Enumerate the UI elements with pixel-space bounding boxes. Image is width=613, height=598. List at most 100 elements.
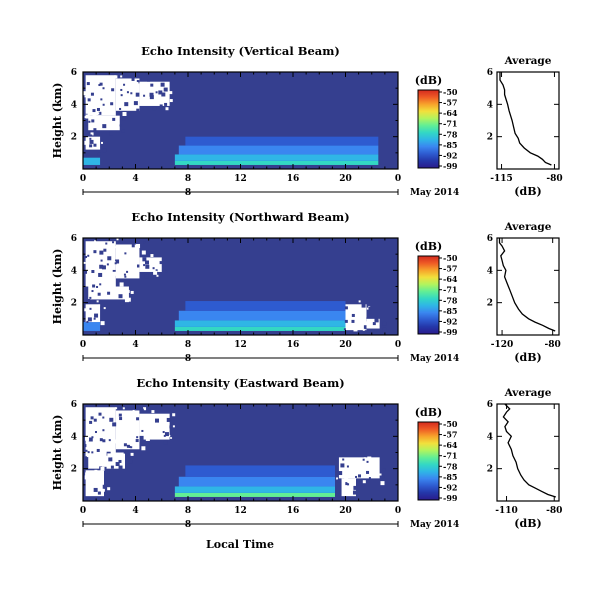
y-tick-label: 4 xyxy=(71,266,77,276)
colorbar-label: -85 xyxy=(443,140,457,150)
date-label: May 2014 xyxy=(410,520,459,530)
colorbar-label: -57 xyxy=(443,430,457,440)
y-tick-label: 6 xyxy=(71,68,77,78)
x-tick-label: 16 xyxy=(287,506,300,516)
echo-layer-2 xyxy=(174,320,346,327)
avg-y-tick-label: 2 xyxy=(487,465,493,475)
date-label: May 2014 xyxy=(410,188,459,198)
avg-y-tick-label: 2 xyxy=(487,299,493,309)
average-xlabel: (dB) xyxy=(514,351,541,364)
date-label: May 2014 xyxy=(410,354,459,364)
no-data-region-2 xyxy=(115,244,140,279)
colorbar-label: -92 xyxy=(443,150,457,160)
no-data-region-2 xyxy=(115,410,140,450)
colorbar-label: -78 xyxy=(443,461,458,471)
x-tick-label: 0 xyxy=(395,506,401,516)
colorbar-label: -99 xyxy=(443,161,458,171)
average-panel-2: Average -120 -80 2 4 6 (dB) xyxy=(487,221,561,364)
y-tick-label: 4 xyxy=(71,432,77,442)
avg-y-tick-label: 6 xyxy=(487,400,493,410)
echo-panel-1: Echo Intensity (Vertical Beam) 0 4 8 12 16 20 0… xyxy=(51,44,459,198)
x-tick-label: 20 xyxy=(339,174,352,184)
echo-layer-1 xyxy=(174,492,335,497)
echo-layer-5 xyxy=(83,322,101,331)
x-tick-label: 8 xyxy=(185,340,191,350)
average-profile-line xyxy=(498,238,556,332)
x-tick-label: 0 xyxy=(80,506,86,516)
x-tick-label: 12 xyxy=(234,340,247,350)
x-tick-label: 8 xyxy=(185,506,191,516)
x-tick-label: 20 xyxy=(339,340,352,350)
colorbar-label: -71 xyxy=(443,451,457,461)
no-data-speckles-5 xyxy=(84,300,106,326)
average-frame xyxy=(496,237,560,336)
colorbar-label: -78 xyxy=(443,129,458,139)
colorbar-label: -71 xyxy=(443,119,457,129)
average-panel-1: Average -115 -80 2 4 6 (dB) xyxy=(487,55,563,198)
y-tick-label: 6 xyxy=(71,400,77,410)
colorbar-label: -50 xyxy=(443,253,458,263)
x-tick-label: 0 xyxy=(80,174,86,184)
colorbar xyxy=(417,89,440,169)
no-data-speckles-7 xyxy=(362,318,387,335)
heatmap-title: Echo Intensity (Vertical Beam) xyxy=(141,44,340,58)
colorbar xyxy=(417,421,440,501)
echo-layer-3 xyxy=(178,310,346,321)
avg-x-tick-label: -115 xyxy=(490,174,513,184)
echo-layer-5 xyxy=(83,157,101,165)
colorbar-label: -78 xyxy=(443,295,458,305)
x-tick-label: 20 xyxy=(339,506,352,516)
echo-layer-2 xyxy=(174,154,379,161)
y-tick-label: 6 xyxy=(71,234,77,244)
colorbar-unit: (dB) xyxy=(415,74,442,87)
avg-x-tick-label: -110 xyxy=(495,506,518,516)
avg-y-tick-label: 2 xyxy=(487,133,493,143)
no-data-speckles-7 xyxy=(337,474,362,498)
x-tick-label: 4 xyxy=(132,340,138,350)
colorbar-label: -92 xyxy=(443,316,457,326)
y-tick-label: 2 xyxy=(71,133,77,143)
avg-y-tick-label: 6 xyxy=(487,68,493,78)
y-tick-label: 2 xyxy=(71,299,77,309)
colorbar-label: -99 xyxy=(443,493,458,503)
no-data-speckles-3 xyxy=(142,254,168,279)
local-time-label: Local Time xyxy=(206,538,274,551)
echo-panel-2: Echo Intensity (Northward Beam)0 4 8 12 16 20… xyxy=(51,210,459,364)
echo-layer-4 xyxy=(185,465,335,477)
x-tick-label: 12 xyxy=(234,174,247,184)
no-data-region-2 xyxy=(115,78,140,111)
colorbar-label: -85 xyxy=(443,472,457,482)
no-data-region-1 xyxy=(85,241,116,287)
avg-x-tick-label: -80 xyxy=(546,174,562,184)
y-axis-label: Height (km) xyxy=(51,249,64,325)
avg-x-tick-label: -80 xyxy=(546,506,562,516)
y-tick-label: 2 xyxy=(71,465,77,475)
colorbar-label: -92 xyxy=(443,482,457,492)
x-tick-label: 16 xyxy=(287,340,300,350)
y-axis-label: Height (km) xyxy=(51,415,64,491)
echo-layer-3 xyxy=(178,145,379,155)
colorbar-label: -64 xyxy=(443,274,458,284)
colorbar-unit: (dB) xyxy=(415,240,442,253)
x-tick-label: 0 xyxy=(395,174,401,184)
avg-y-tick-label: 4 xyxy=(487,432,493,442)
echo-layer-3 xyxy=(178,476,335,487)
echo-layer-1 xyxy=(174,326,346,331)
average-title: Average xyxy=(504,387,552,399)
echo-layer-4 xyxy=(185,301,346,311)
colorbar-unit: (dB) xyxy=(415,406,442,419)
colorbar-label: -64 xyxy=(443,108,458,118)
no-data-region-6 xyxy=(345,304,367,331)
x-tick-label: 16 xyxy=(287,174,300,184)
x-tick-label: 12 xyxy=(234,506,247,516)
no-data-speckles-1 xyxy=(83,238,124,287)
avg-y-tick-label: 4 xyxy=(487,100,493,110)
heatmap-title: Echo Intensity (Northward Beam) xyxy=(131,210,349,224)
no-data-region-7 xyxy=(341,478,356,497)
colorbar-label: -57 xyxy=(443,98,457,108)
no-data-speckles-5 xyxy=(84,134,107,156)
colorbar-label: -99 xyxy=(443,327,458,337)
colorbar-label: -50 xyxy=(443,419,458,429)
average-title: Average xyxy=(504,55,552,67)
